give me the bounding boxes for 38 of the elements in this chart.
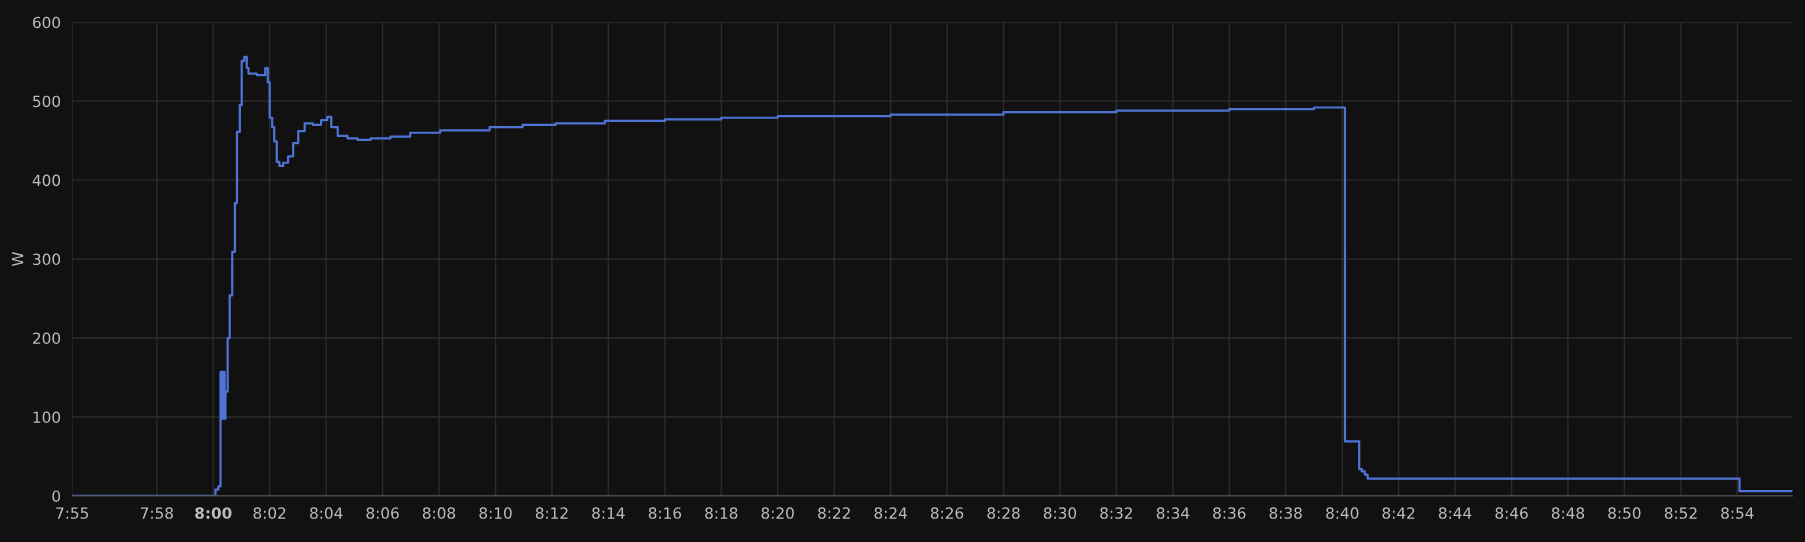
- x-tick-label: 8:20: [761, 507, 794, 519]
- x-tick-label: 8:42: [1382, 507, 1415, 519]
- x-tick-label: 8:22: [818, 507, 850, 519]
- x-tick-label: 8:32: [1100, 507, 1132, 519]
- x-tick-label: 8:44: [1438, 507, 1472, 519]
- y-tick-label: 600: [32, 16, 61, 29]
- x-tick-label: 8:06: [366, 507, 399, 519]
- x-tick-label: 8:46: [1495, 507, 1528, 519]
- y-tick-label: 100: [33, 411, 61, 423]
- x-tick-label: 8:36: [1213, 507, 1246, 519]
- y-tick-label: 400: [32, 174, 61, 187]
- y-tick-label: 200: [33, 332, 61, 345]
- x-tick-label: 8:26: [930, 507, 964, 519]
- y-tick-label: 500: [33, 95, 61, 108]
- x-tick-label: 8:04: [310, 507, 343, 519]
- x-tick-label: 8:16: [648, 507, 682, 519]
- x-tick-label: 7:58: [140, 507, 173, 519]
- x-tick-label: 8:18: [705, 507, 738, 519]
- x-tick-label: 8:10: [479, 507, 512, 519]
- x-tick-label: 8:30: [1043, 507, 1077, 519]
- x-tick-label: 8:50: [1608, 507, 1641, 519]
- x-tick-label: 8:28: [987, 507, 1020, 519]
- x-tick-label: 8:00: [195, 507, 232, 519]
- x-tick-label: 8:54: [1721, 507, 1754, 519]
- y-axis-title: W: [12, 252, 24, 267]
- x-tick-label: 8:48: [1551, 507, 1585, 519]
- x-tick-label: 8:24: [874, 507, 907, 519]
- y-tick-label: 0: [52, 490, 61, 502]
- x-tick-label: 8:02: [253, 507, 286, 519]
- x-tick-label: 8:40: [1326, 507, 1359, 519]
- x-tick-label: 8:52: [1664, 507, 1697, 519]
- x-tick-label: 8:12: [535, 507, 568, 519]
- x-tick-label: 8:34: [1156, 507, 1190, 519]
- x-tick-label: 8:38: [1269, 507, 1302, 519]
- x-tick-label: 7:55: [56, 507, 89, 519]
- y-tick-label: 300: [33, 253, 61, 266]
- x-tick-label: 8:08: [422, 507, 456, 519]
- x-tick-label: 8:14: [592, 507, 625, 519]
